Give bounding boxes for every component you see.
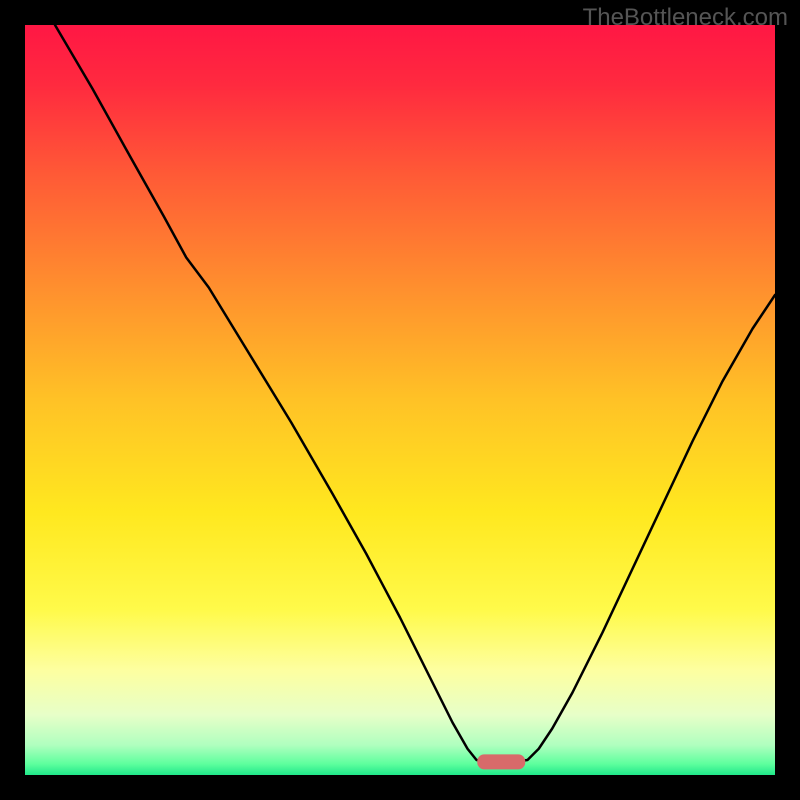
bottleneck-chart: TheBottleneck.com <box>0 0 800 800</box>
plot-background <box>25 25 775 775</box>
frame-left <box>0 0 25 800</box>
frame-bottom <box>0 775 800 800</box>
frame-right <box>775 0 800 800</box>
frame-top <box>0 0 800 25</box>
optimal-marker <box>477 754 525 769</box>
chart-svg <box>0 0 800 800</box>
